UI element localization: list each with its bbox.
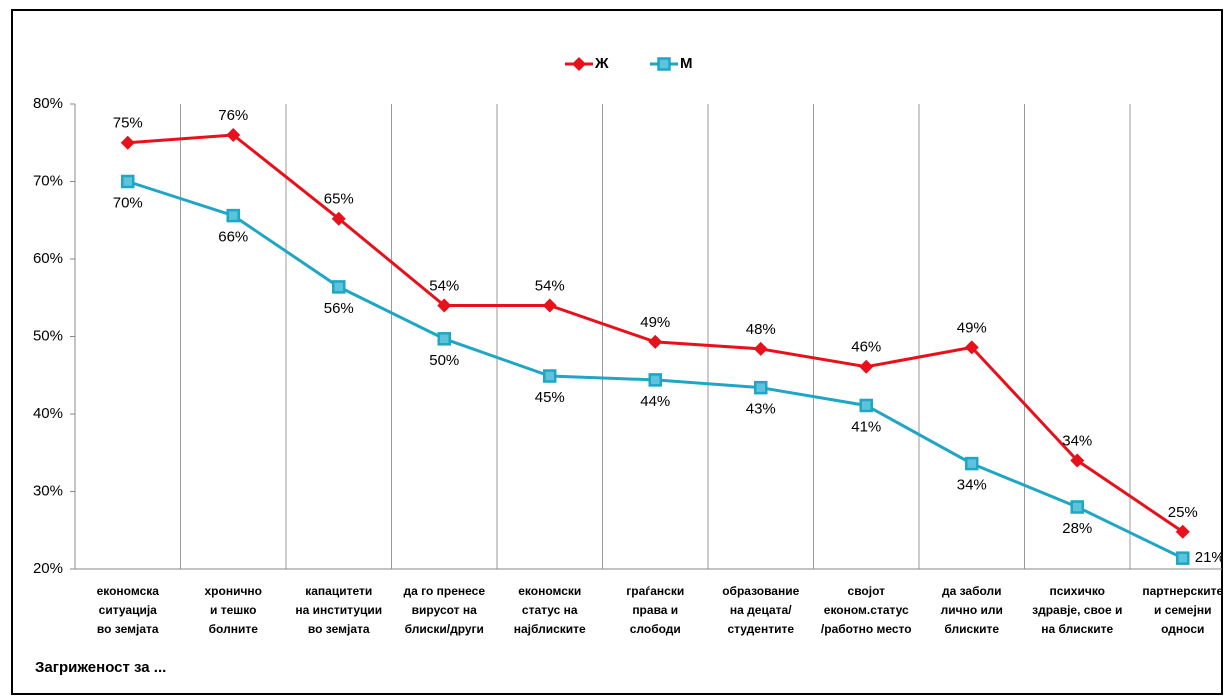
data-label: 45% — [535, 389, 565, 406]
data-label: 25% — [1168, 504, 1198, 521]
data-label: 21% — [1195, 549, 1225, 566]
y-tick-label: 80% — [33, 95, 63, 112]
legend-label: Ж — [594, 55, 609, 72]
marker — [1070, 500, 1084, 514]
data-label: 54% — [535, 277, 565, 294]
x-tick-label: граѓански — [626, 584, 684, 598]
marker — [648, 334, 663, 349]
marker — [1176, 551, 1190, 565]
legend-label: М — [680, 55, 693, 72]
x-tick-label: лично или — [941, 603, 1003, 617]
chart-frame — [11, 9, 1223, 695]
y-tick-label: 20% — [33, 560, 63, 577]
x-tick-label: на децата/ — [730, 603, 792, 617]
marker — [332, 280, 346, 294]
x-tick-label: блиските — [944, 622, 999, 636]
x-tick-label: блиски/други — [405, 622, 484, 636]
x-tick-label: економ.статус — [824, 603, 909, 617]
data-label: 49% — [957, 319, 987, 336]
x-tick-label: статус на — [522, 603, 578, 617]
x-tick-label: на блиските — [1041, 622, 1113, 636]
marker — [964, 340, 979, 355]
x-tick-label: болните — [209, 622, 259, 636]
data-label: 41% — [851, 418, 881, 435]
x-tick-label: односи — [1161, 622, 1204, 636]
x-tick-label: здравје, свое и — [1032, 603, 1122, 617]
marker — [648, 373, 662, 387]
data-label: 54% — [429, 277, 459, 294]
x-tick-label: и тешко — [210, 603, 256, 617]
data-label: 48% — [746, 321, 776, 338]
x-tick-label: образование — [722, 584, 799, 598]
x-tick-label: економски — [518, 584, 581, 598]
x-tick-label: студентите — [727, 622, 794, 636]
x-tick-label: на институции — [295, 603, 382, 617]
y-tick-label: 70% — [33, 172, 63, 189]
marker — [226, 208, 240, 223]
marker — [754, 380, 768, 395]
x-tick-label: да заболи — [942, 584, 1002, 598]
data-label: 50% — [429, 352, 459, 369]
x-tick-label: најблиските — [514, 622, 586, 636]
marker — [121, 174, 135, 189]
marker — [331, 211, 346, 226]
x-tick-label: во земјата — [308, 622, 370, 636]
x-tick-label: да го пренесе — [404, 584, 486, 598]
x-tick-label: во земјата — [97, 622, 159, 636]
data-label: 56% — [324, 300, 354, 317]
marker — [543, 369, 557, 383]
data-label: 34% — [957, 477, 987, 494]
y-tick-label: 50% — [33, 327, 63, 344]
marker — [1175, 524, 1190, 539]
data-label: 43% — [746, 401, 776, 418]
plot: 20% 30% 40% 50% 60% 70% 80% економска ситуација в… — [33, 95, 1225, 636]
x-tick-label: ситуација — [99, 603, 158, 617]
x-tick-label: вирусот на — [412, 603, 477, 617]
marker — [437, 298, 452, 313]
marker — [657, 57, 671, 71]
x-tick-label: својот — [848, 584, 886, 598]
data-label: 70% — [113, 194, 143, 211]
x-tick-label: хронично — [204, 584, 262, 598]
y-tick-label: 30% — [33, 482, 63, 499]
data-label: 46% — [851, 339, 881, 356]
marker — [542, 298, 557, 313]
x-tick-label: /работно место — [821, 622, 912, 636]
marker — [859, 359, 874, 374]
data-label: 44% — [640, 393, 670, 410]
data-label: 66% — [218, 229, 248, 246]
data-label: 75% — [113, 115, 143, 132]
marker — [965, 456, 979, 471]
marker — [572, 57, 586, 71]
marker — [1070, 453, 1085, 468]
marker — [437, 332, 451, 346]
x-tick-label: партнерските — [1142, 584, 1223, 598]
data-label: 28% — [1062, 520, 1092, 537]
x-tick-label: капацитети — [305, 584, 372, 598]
x-axis-label: Загриженост за ... — [35, 659, 166, 676]
x-tick-label: права и — [632, 603, 678, 617]
marker — [120, 135, 135, 150]
y-tick-label: 60% — [33, 250, 63, 267]
x-tick-label: психичко — [1050, 584, 1106, 598]
data-label: 34% — [1062, 432, 1092, 449]
y-tick-label: 40% — [33, 405, 63, 422]
data-label: 65% — [324, 191, 354, 208]
marker — [226, 128, 241, 142]
data-label: 76% — [218, 107, 248, 124]
x-tick-label: и семејни — [1154, 603, 1211, 617]
data-label: 49% — [640, 314, 670, 331]
x-tick-label: слободи — [630, 622, 681, 636]
x-tick-label: економска — [97, 584, 160, 598]
marker — [859, 398, 873, 413]
marker — [753, 341, 768, 356]
